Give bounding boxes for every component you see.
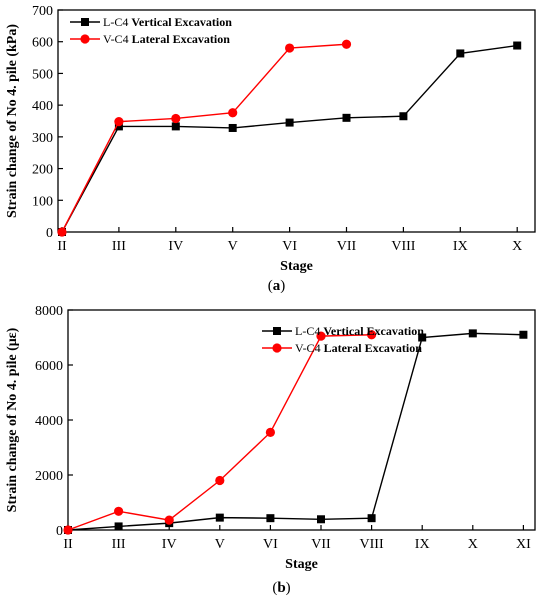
chart-b-legend-0-marker [273,327,281,335]
chart-a-legend-0-label: L-C4 Vertical Excavation [103,15,232,29]
chart-b-xtick-label-2: IV [162,537,177,552]
chart-b-series-0-point-7 [418,333,427,342]
chart-a-panel-label-letter: a [273,278,281,294]
chart-a-series-0-line [61,44,518,233]
chart-b-series-1-point-6 [367,330,377,340]
chart-b-xtick-label-5: VII [311,537,331,552]
chart-a-ytick-label-0: 0 [46,226,53,241]
chart-a-ytick-label-6: 600 [32,36,53,51]
chart-b-legend-0-emph: Vertical Excavation [323,324,424,338]
chart-b-xtick-label-7: IX [415,537,430,552]
chart-panel-b: 0 2000 4000 6000 8000 II III IV V VI VII VIII IX X XI S… [0,300,550,603]
chart-b-ytick-label-2: 4000 [35,414,63,429]
chart-b-legend-0-prefix: L-C4 [295,324,323,338]
chart-b-xtick-label-8: X [468,537,478,552]
chart-a-legend-0-prefix: L-C4 [103,15,131,29]
chart-a-series-0-point-6 [399,112,408,121]
chart-a-ytick-label-5: 500 [32,67,53,82]
chart-a-legend-1-emph: Lateral Excavation [132,32,231,46]
chart-b-panel-label-open: ( [272,580,277,596]
chart-a-series-0-point-7 [456,49,465,58]
chart-a-series-0-point-8 [513,41,522,50]
chart-b-series-1-point-4 [265,427,275,437]
chart-a-panel-label-close: ) [280,278,285,294]
chart-a-xtick-label-4: VI [282,239,297,254]
chart-b-xtick-label-3: V [215,537,225,552]
chart-b-legend-1-emph: Lateral Excavation [324,341,423,355]
chart-a-x-axis-title: Stage [280,259,313,274]
chart-a-ytick-label-2: 200 [32,163,53,178]
chart-b-legend-0-label: L-C4 Vertical Excavation [295,324,424,338]
chart-b-ytick-label-1: 2000 [35,469,63,484]
chart-b-series-1-point-3 [215,475,225,486]
chart-b-legend-1-label: V-C4 Lateral Excavation [295,341,422,355]
chart-b-series-0-point-5 [317,515,325,524]
chart-b-series-1-point-1 [114,506,124,516]
chart-a-series-1-line [61,43,347,233]
chart-b-series-1-point-2 [164,515,174,525]
chart-a-xtick-label-2: IV [168,239,183,254]
chart-a-xtick-label-1: III [112,239,126,254]
chart-panel-a: 0 100 200 300 400 500 600 700 II III IV V VI VII VIII I… [0,0,550,300]
chart-a-ytick-label-7: 700 [32,4,53,19]
chart-b-panel-label-letter: b [277,580,285,596]
chart-a-panel-label: (a) [268,278,286,294]
chart-b-legend-1-prefix: V-C4 [295,341,324,355]
chart-b-series-0-point-6 [367,514,376,523]
chart-a-legend-0-marker [81,18,89,26]
chart-b-xtick-label-9: XI [516,537,531,552]
chart-b-xtick-label-4: VI [263,537,278,552]
chart-b-series-0-point-8 [468,329,477,338]
chart-a-series-0-point-4 [285,118,294,127]
chart-b-xtick-label-0: II [63,537,73,552]
chart-b-series-0-line [67,332,524,531]
chart-a-series-0-point-2 [171,122,180,131]
chart-b-series-1-point-5 [316,331,326,341]
chart-a-xtick-label-7: IX [453,239,468,254]
chart-b-series-0-point-4 [266,514,275,523]
chart-b-series-0-point-9 [519,330,528,339]
chart-a-xtick-label-0: II [57,239,67,254]
chart-a-legend-1-prefix: V-C4 [103,32,132,46]
chart-a-plot-frame [57,9,536,233]
chart-a-ytick-label-1: 100 [32,194,53,209]
chart-a-series-0-point-3 [228,123,237,132]
chart-a-series-1-point-5 [341,39,352,49]
chart-b-series-0-point-3 [215,513,224,522]
chart-a-panel-label-open: ( [268,278,273,294]
chart-b-series-1-point-0 [63,525,73,535]
chart-b-xtick-label-1: III [112,537,126,552]
chart-a-xtick-label-5: VII [337,239,357,254]
chart-a-series-0-point-1 [114,122,123,131]
chart-b-panel-label-close: ) [286,580,291,596]
chart-b-x-axis-title: Stage [285,557,318,572]
chart-b-ytick-label-0: 0 [56,524,63,539]
chart-a-legend-0-emph: Vertical Excavation [131,15,232,29]
chart-a-xtick-label-6: VIII [391,239,415,254]
chart-b-ytick-label-3: 6000 [35,359,63,374]
chart-a-series-1-point-2 [171,113,181,124]
chart-b-panel-label: (b) [272,580,290,596]
chart-a-series-1-point-3 [228,108,238,118]
chart-b-xtick-label-6: VIII [360,537,384,552]
chart-a-series-1-point-0 [57,227,67,237]
chart-b-ytick-label-4: 8000 [35,304,63,319]
chart-a-series-1-point-4 [285,43,295,53]
chart-a-legend-1-label: V-C4 Lateral Excavation [103,32,230,46]
chart-a-ytick-label-4: 400 [32,99,53,114]
chart-a-series-1-point-1 [114,117,124,127]
chart-b-y-axis-title: Strain change of No 4. pile (με) [5,327,20,512]
chart-a-ytick-label-3: 300 [32,131,53,146]
chart-a-y-axis-title: Strain change of No 4. pile (kPa) [5,24,20,218]
chart-a-series-0-point-5 [342,113,351,122]
chart-a-legend-1-marker [80,34,90,44]
chart-b-legend-1-marker [272,343,282,353]
chart-a-xtick-label-8: X [512,239,522,254]
chart-b-series-1-line [67,334,372,531]
chart-a-xtick-label-3: V [228,239,238,254]
chart-b-series-0-point-1 [114,522,123,531]
